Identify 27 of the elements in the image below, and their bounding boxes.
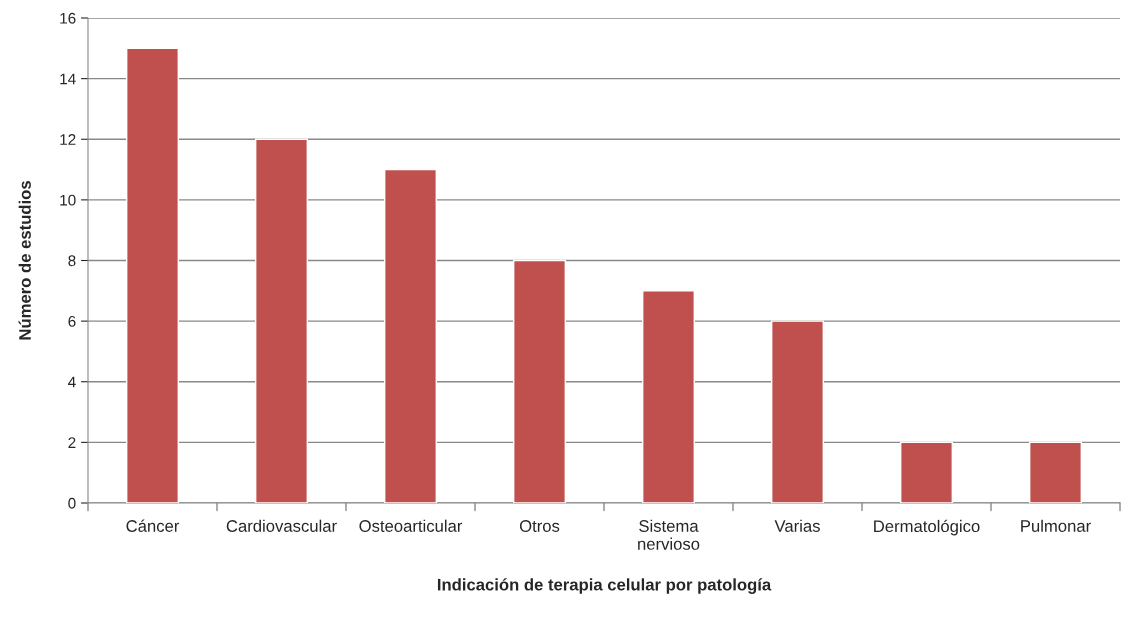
bar (126, 47, 179, 503)
y-tick-label: 4 (68, 376, 76, 388)
bar (513, 259, 566, 503)
y-tick-label: 10 (60, 194, 76, 206)
y-tick-label: 12 (60, 134, 76, 145)
y-tick-label: 14 (60, 73, 76, 85)
bar (255, 138, 308, 503)
y-tick-label: 0 (68, 497, 76, 509)
x-tick-label: Cardiovascular (226, 519, 337, 532)
x-tick-label: Osteoarticular (359, 519, 463, 532)
bar (642, 290, 695, 503)
y-tick-label: 8 (68, 255, 76, 267)
bar (771, 320, 824, 503)
bar (900, 441, 953, 503)
x-tick-label: Sistema nervioso (638, 519, 700, 550)
bar (1029, 441, 1082, 503)
x-axis-title: Indicación de terapia celular por patología (437, 578, 772, 594)
y-tick-label: 2 (68, 437, 76, 448)
x-tick-label: Otros (519, 520, 560, 532)
x-tick-label: Pulmonar (1021, 519, 1091, 532)
y-axis-title: Número de estudios (18, 181, 31, 340)
y-tick-label: 6 (68, 315, 76, 327)
bar (384, 168, 437, 503)
x-tick-label: Cáncer (126, 519, 180, 532)
x-tick-label: Dermatológico (874, 519, 980, 536)
y-tick-label: 16 (60, 12, 76, 24)
x-tick-label: Varias (774, 519, 820, 532)
